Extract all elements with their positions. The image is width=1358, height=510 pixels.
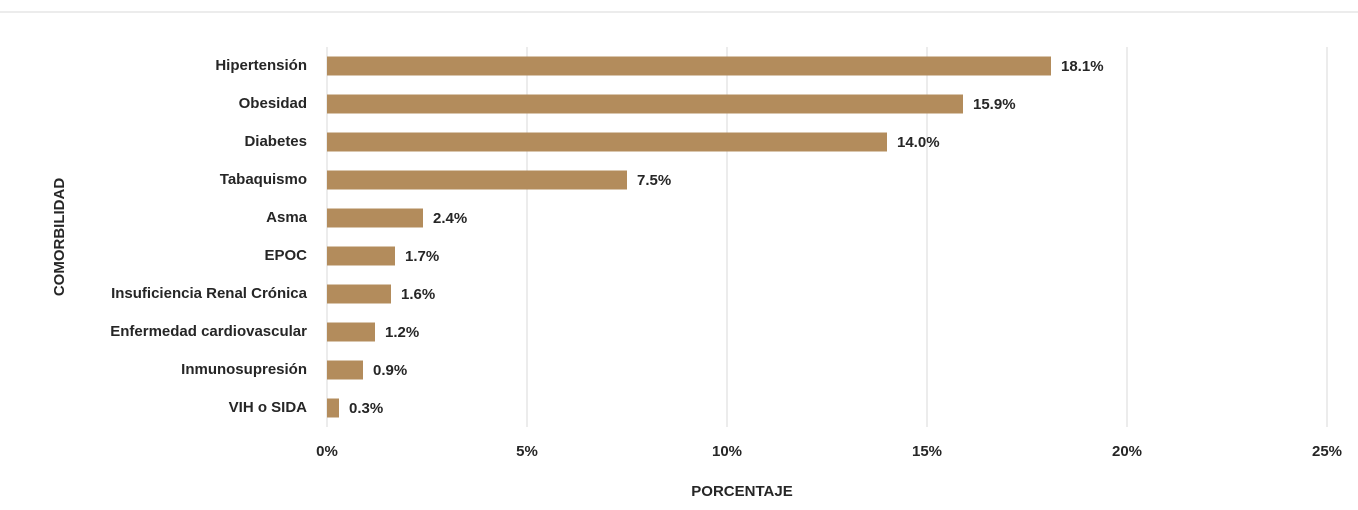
y-tick-label: Diabetes bbox=[244, 133, 307, 150]
bar bbox=[327, 360, 363, 380]
bar bbox=[327, 170, 627, 190]
x-tick-label: 10% bbox=[712, 443, 742, 460]
data-label: 0.9% bbox=[373, 362, 407, 379]
y-tick-label: VIH o SIDA bbox=[229, 399, 308, 416]
bar bbox=[327, 398, 339, 418]
data-label: 2.4% bbox=[433, 210, 467, 227]
y-tick-label: Tabaquismo bbox=[220, 171, 307, 188]
y-tick-label: Enfermedad cardiovascular bbox=[110, 323, 307, 340]
y-tick-label: Inmunosupresión bbox=[181, 361, 307, 378]
bar bbox=[327, 56, 1051, 76]
data-label: 15.9% bbox=[973, 96, 1016, 113]
x-tick-label: 15% bbox=[912, 443, 942, 460]
x-axis-title: PORCENTAJE bbox=[691, 483, 792, 500]
bar bbox=[327, 322, 375, 342]
bar bbox=[327, 132, 887, 152]
x-tick-label: 0% bbox=[316, 443, 338, 460]
x-tick-label: 25% bbox=[1312, 443, 1342, 460]
y-tick-label: Obesidad bbox=[239, 95, 307, 112]
data-label: 7.5% bbox=[637, 172, 671, 189]
data-label: 18.1% bbox=[1061, 58, 1104, 75]
data-label: 14.0% bbox=[897, 134, 940, 151]
y-tick-label: EPOC bbox=[264, 247, 307, 264]
x-tick-label: 20% bbox=[1112, 443, 1142, 460]
x-tick-label: 5% bbox=[516, 443, 538, 460]
data-label: 1.7% bbox=[405, 248, 439, 265]
bar bbox=[327, 94, 963, 114]
y-tick-label: Insuficiencia Renal Crónica bbox=[111, 285, 308, 302]
y-tick-label: Asma bbox=[266, 209, 308, 226]
bar bbox=[327, 208, 423, 228]
data-label: 0.3% bbox=[349, 400, 383, 417]
y-axis-title: COMORBILIDAD bbox=[51, 178, 68, 296]
data-label: 1.6% bbox=[401, 286, 435, 303]
data-label: 1.2% bbox=[385, 324, 419, 341]
y-tick-label: Hipertensión bbox=[215, 57, 307, 74]
bar bbox=[327, 246, 395, 266]
bar bbox=[327, 284, 391, 304]
